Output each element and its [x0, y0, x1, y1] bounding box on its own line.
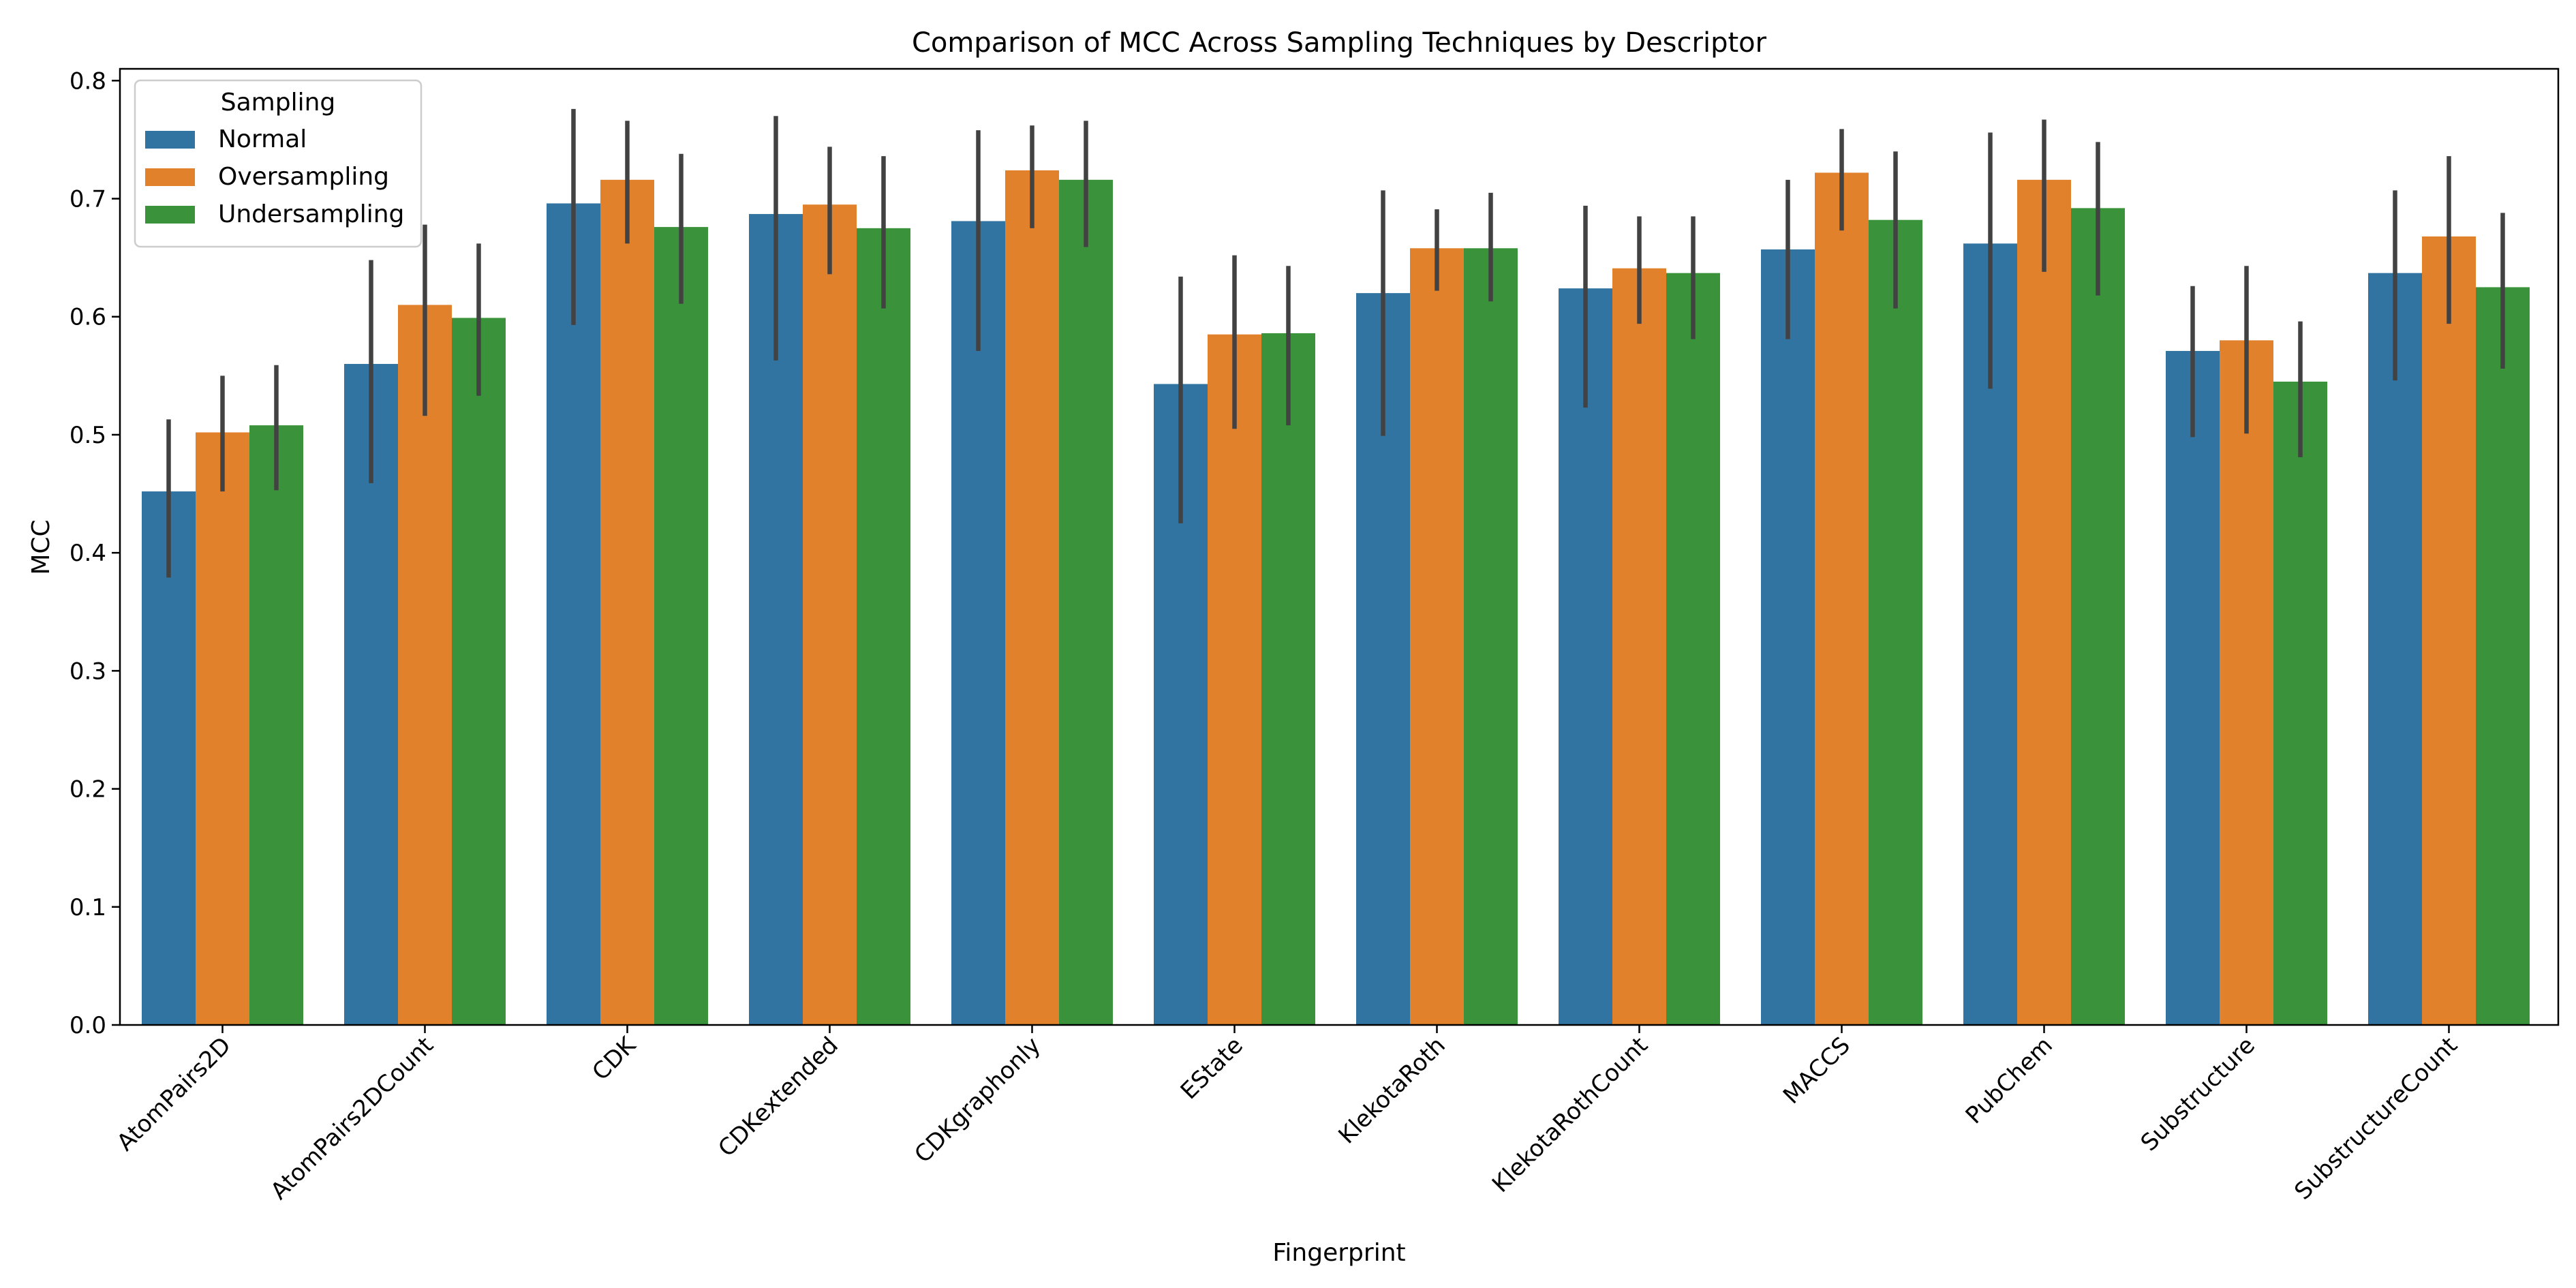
bar-oversampling-AtomPairs2D — [196, 432, 249, 1025]
x-tick-label: CDKgraphonly — [909, 1032, 1046, 1169]
bar-normal-CDKgraphonly — [951, 221, 1005, 1026]
bar-oversampling-KlekotaRoth — [1410, 248, 1464, 1025]
bar-undersampling-AtomPairs2D — [249, 425, 303, 1025]
legend-item-normal: Normal — [218, 125, 307, 153]
legend-swatch-undersampling — [145, 206, 195, 224]
bar-undersampling-CDKgraphonly — [1059, 179, 1113, 1026]
y-tick-label: 0.3 — [70, 658, 106, 685]
legend-title: Sampling — [221, 89, 336, 117]
y-tick-label: 0.1 — [70, 894, 106, 921]
bar-undersampling-CDK — [654, 227, 708, 1026]
plot-frame — [119, 67, 2560, 1026]
bar-normal-MACCS — [1761, 249, 1815, 1025]
x-axis-label: Fingerprint — [1272, 1239, 1405, 1267]
bar-undersampling-SubstructureCount — [2476, 287, 2530, 1026]
legend-box — [134, 79, 423, 248]
bar-undersampling-KlekotaRoth — [1464, 248, 1518, 1025]
x-tick-label: Substructure — [2136, 1032, 2260, 1156]
y-tick-label: 0.6 — [70, 304, 106, 331]
y-tick-label: 0.0 — [70, 1012, 106, 1039]
bar-oversampling-CDKextended — [803, 204, 857, 1025]
x-tick-label: CDKextended — [713, 1032, 844, 1163]
x-axis: AtomPairs2D AtomPairs2DCount CDK CDKextende… — [112, 1025, 2463, 1206]
y-tick-label: 0.7 — [70, 186, 106, 213]
legend-swatch-normal — [145, 131, 195, 149]
bar-undersampling-MACCS — [1869, 219, 1922, 1026]
bar-undersampling-PubChem — [2071, 208, 2125, 1025]
bar-normal-Substructure — [2166, 350, 2220, 1025]
x-tick-label: PubChem — [1961, 1032, 2058, 1129]
y-tick-label: 0.5 — [70, 422, 106, 449]
bar-oversampling-PubChem — [2017, 179, 2071, 1026]
legend-item-undersampling: Undersampling — [218, 200, 404, 228]
bar-normal-SubstructureCount — [2368, 273, 2422, 1025]
bar-undersampling-AtomPairs2DCount — [452, 318, 506, 1025]
y-tick-label: 0.8 — [70, 67, 106, 95]
bar-oversampling-EState — [1208, 334, 1261, 1025]
x-tick-label: SubstructureCount — [2289, 1032, 2463, 1206]
x-tick-label: MACCS — [1778, 1032, 1856, 1109]
bar-normal-AtomPairs2D — [142, 491, 196, 1025]
x-tick-label: CDK — [587, 1031, 643, 1086]
bar-oversampling-CDK — [600, 179, 654, 1026]
x-tick-label: AtomPairs2DCount — [266, 1032, 439, 1205]
bars-layer — [142, 170, 2530, 1026]
legend-swatch-oversampling — [145, 168, 195, 186]
bar-oversampling-MACCS — [1815, 172, 1869, 1026]
bar-normal-KlekotaRothCount — [1559, 288, 1612, 1025]
x-tick-label: KlekotaRoth — [1333, 1032, 1450, 1149]
x-tick-label: KlekotaRothCount — [1487, 1032, 1653, 1198]
y-axis-label: MCC — [27, 519, 55, 574]
y-tick-label: 0.2 — [70, 776, 106, 803]
bar-oversampling-KlekotaRothCount — [1612, 268, 1666, 1025]
bar-undersampling-CDKextended — [857, 228, 910, 1025]
bar-oversampling-CDKgraphonly — [1005, 170, 1059, 1026]
bar-normal-CDK — [547, 203, 600, 1026]
x-tick-label: EState — [1176, 1032, 1248, 1105]
bar-undersampling-Substructure — [2273, 382, 2327, 1025]
bar-undersampling-KlekotaRothCount — [1666, 273, 1720, 1025]
bar-undersampling-EState — [1261, 333, 1315, 1025]
bar-oversampling-AtomPairs2DCount — [398, 305, 452, 1026]
y-axis: 0.0 0.1 0.2 0.3 0.4 0.5 0.6 0.7 0.8 — [70, 67, 120, 1039]
legend: Sampling Normal Oversampling Undersampling — [134, 79, 423, 248]
bar-oversampling-SubstructureCount — [2422, 236, 2476, 1026]
x-tick-label: AtomPairs2D — [112, 1032, 236, 1156]
y-tick-label: 0.4 — [70, 540, 106, 567]
chart-title: Comparison of MCC Across Sampling Techni… — [912, 27, 1767, 59]
legend-item-oversampling: Oversampling — [218, 163, 389, 191]
bar-oversampling-Substructure — [2220, 340, 2273, 1026]
error-bars-layer — [166, 108, 2505, 578]
